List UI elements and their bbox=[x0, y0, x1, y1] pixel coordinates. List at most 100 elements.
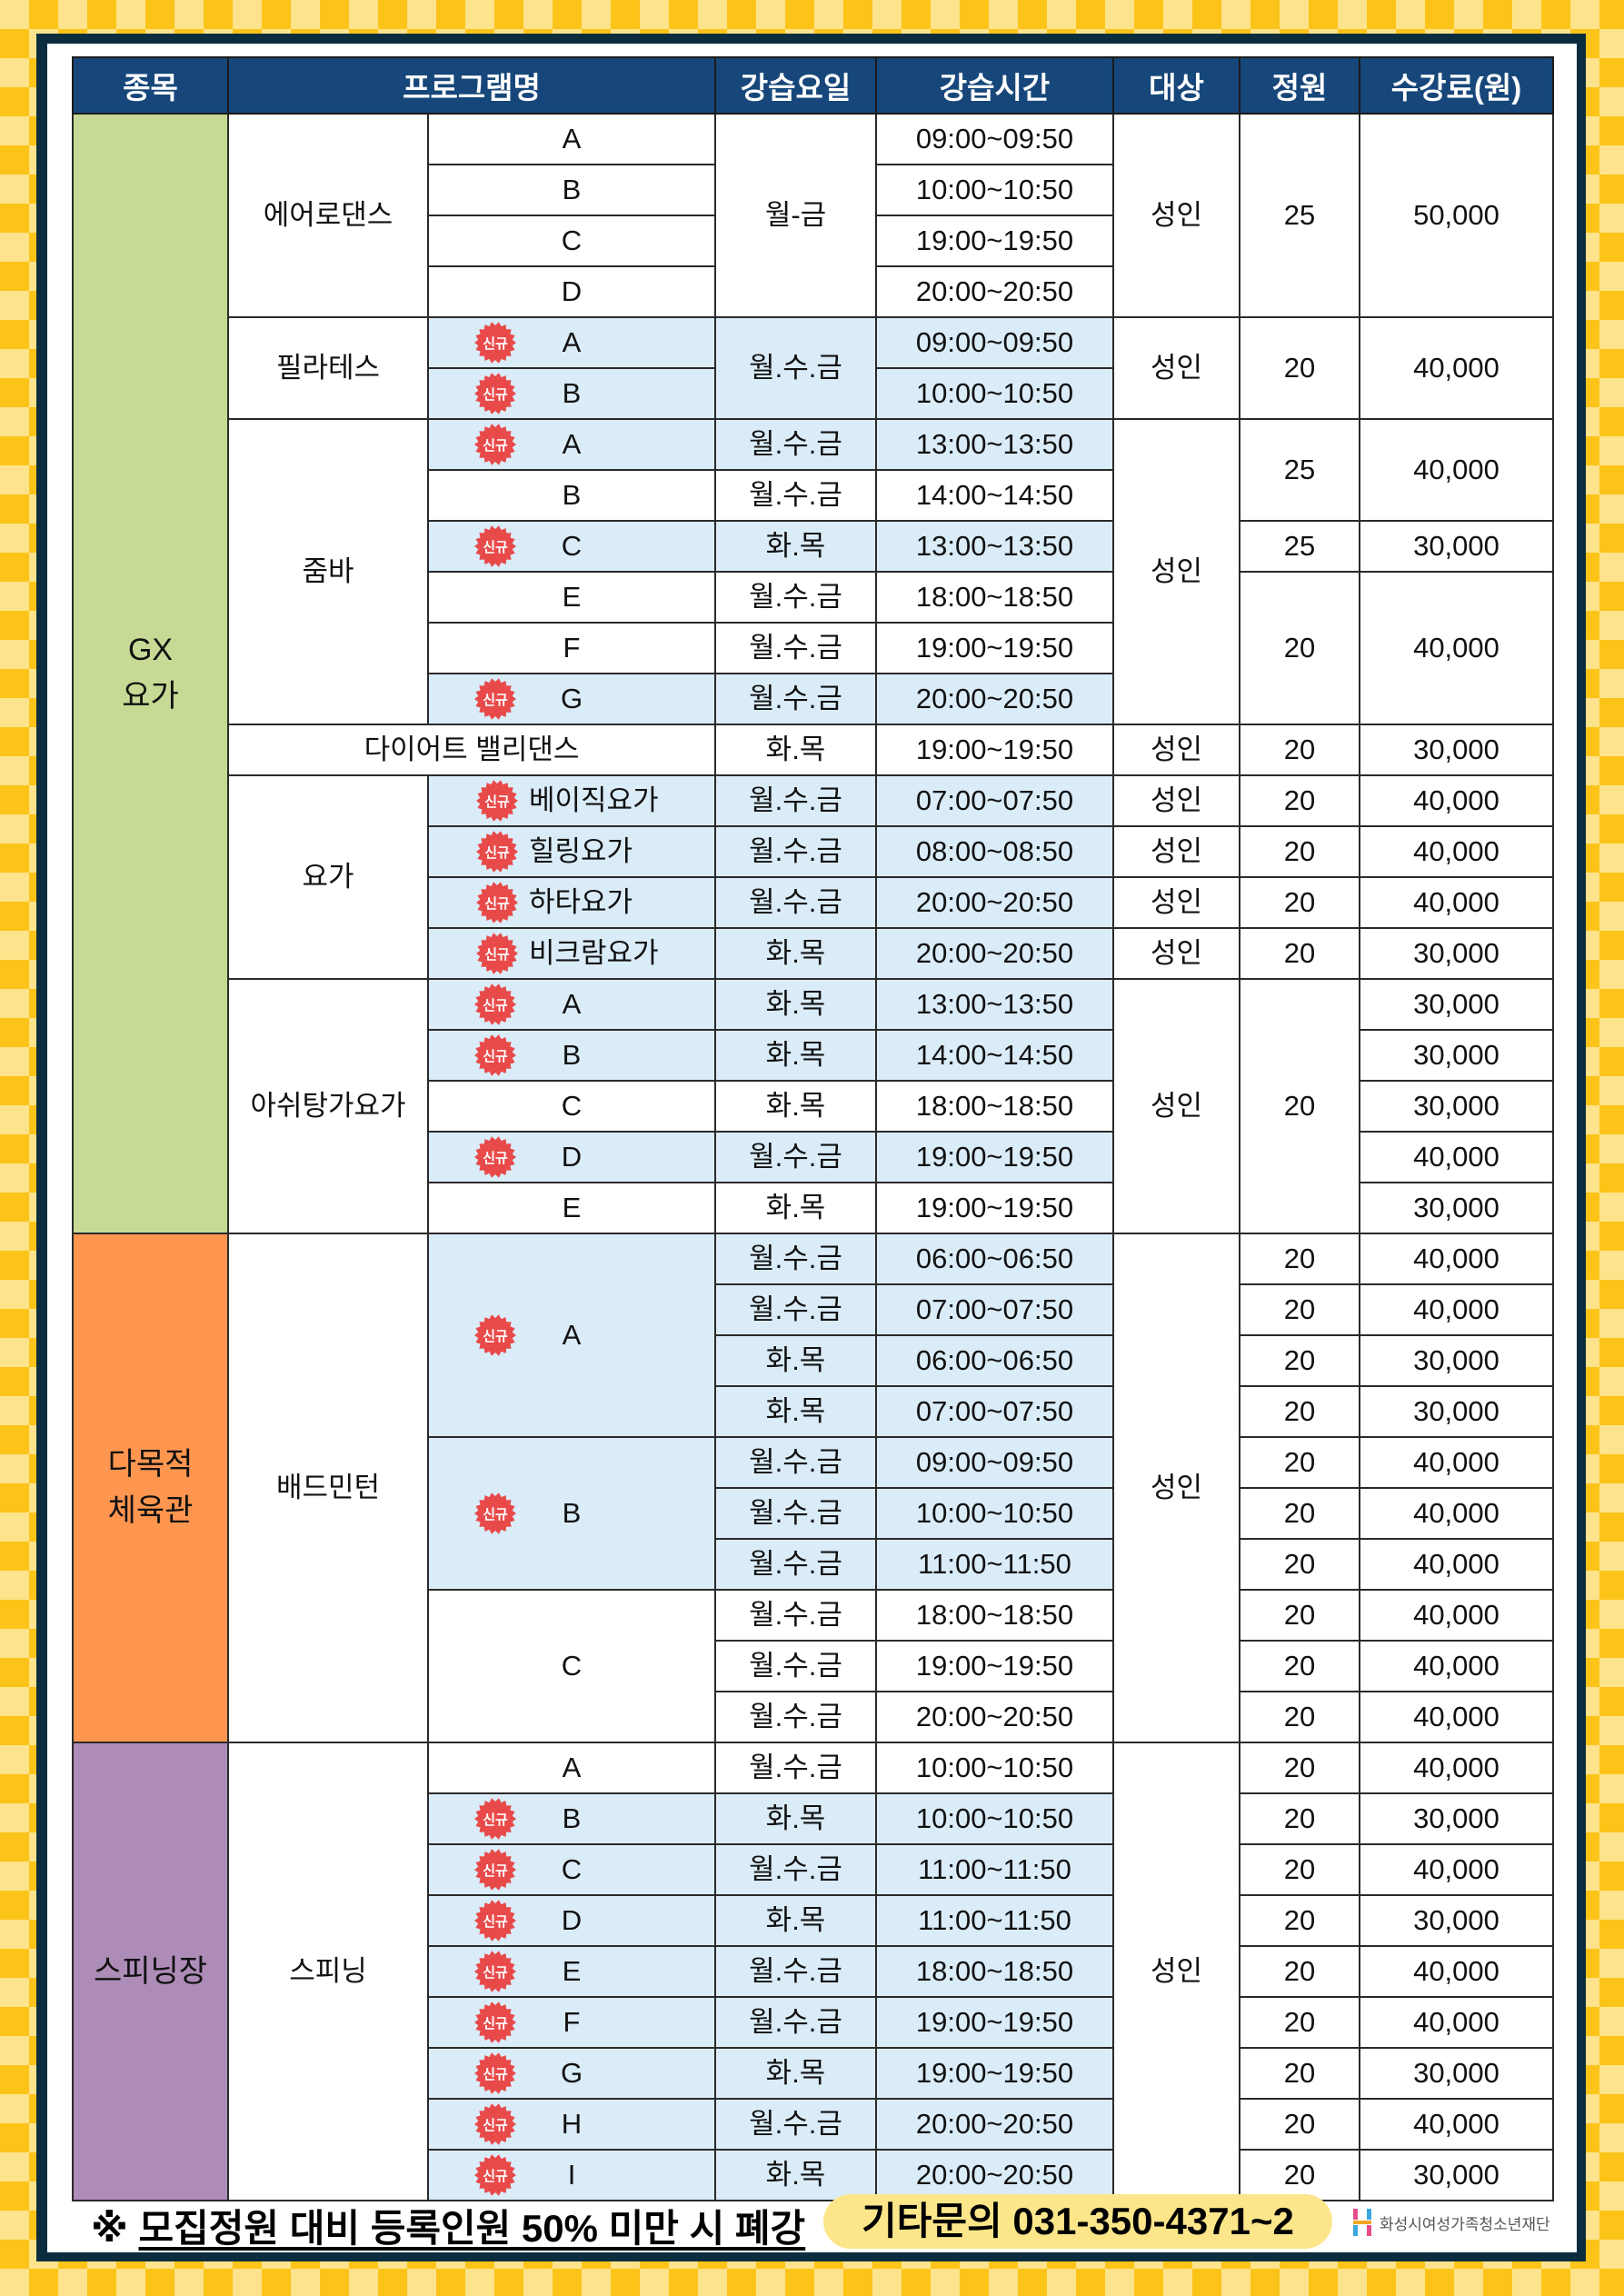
capacity-text: 20 bbox=[1283, 1954, 1316, 1987]
time-text: 18:00~18:50 bbox=[915, 1598, 1074, 1631]
capacity-text: 20 bbox=[1283, 2005, 1316, 2038]
cell-days: 화.목 bbox=[714, 520, 877, 573]
capacity-text: 20 bbox=[1283, 1700, 1316, 1732]
capacity-text: 20 bbox=[1283, 631, 1316, 664]
class-text: 힐링요가 bbox=[529, 834, 633, 867]
time-text: 18:00~18:50 bbox=[915, 1954, 1074, 1987]
table-row: GX 요가 에어로댄스 A 월-금 09:00~09:50 성인 25 50,000 bbox=[72, 113, 1554, 1234]
days-text: 화.목 bbox=[765, 1038, 826, 1071]
capacity-text: 20 bbox=[1283, 1547, 1316, 1580]
capacity-text: 20 bbox=[1283, 733, 1316, 765]
cell-class: 신규 A bbox=[427, 418, 716, 471]
table-row: 월.수.금 11:00~11:50 20 40,000 bbox=[73, 1538, 1554, 1591]
cell-days: 화.목 bbox=[714, 1334, 877, 1387]
table-row: 신규 G 화.목 19:00~19:50 20 30,000 bbox=[73, 2047, 1554, 2100]
cell-fee: 30,000 bbox=[1359, 520, 1554, 573]
header-fee: 수강료(원) bbox=[1359, 56, 1554, 115]
cell-category: GX 요가 bbox=[72, 113, 229, 1234]
cell-class: C bbox=[427, 215, 716, 267]
capacity-text: 20 bbox=[1283, 1649, 1316, 1682]
cell-target: 성인 bbox=[1112, 1233, 1240, 1743]
cell-days: 화.목 bbox=[714, 1182, 877, 1234]
cell-time: 20:00~20:50 bbox=[875, 1691, 1114, 1743]
target-text: 성인 bbox=[1150, 733, 1203, 765]
foundation-name: 화성시여성가족청소년재단 bbox=[1380, 2215, 1550, 2233]
cell-fee: 30,000 bbox=[1359, 1385, 1554, 1438]
fee-text: 40,000 bbox=[1413, 631, 1499, 664]
new-badge-icon: 신규 bbox=[474, 2052, 516, 2094]
table-row: 신규 B 10:00~10:50 bbox=[73, 367, 1553, 420]
cell-program: 다이어트 밸리댄스 bbox=[227, 724, 716, 776]
fee-text: 40,000 bbox=[1413, 453, 1499, 485]
cell-fee: 40,000 bbox=[1359, 876, 1554, 929]
cell-time: 20:00~20:50 bbox=[875, 876, 1114, 929]
cell-class: 신규 D bbox=[427, 1131, 716, 1183]
cell-days: 월.수.금 bbox=[714, 316, 877, 420]
class-text: 하타요가 bbox=[529, 885, 633, 918]
cell-fee: 30,000 bbox=[1359, 1792, 1554, 1845]
cell-days: 화.목 bbox=[714, 724, 877, 776]
days-text: 월.수.금 bbox=[749, 1954, 842, 1987]
capacity-text: 20 bbox=[1283, 1598, 1316, 1631]
new-badge-label: 신규 bbox=[483, 1913, 508, 1930]
table-row: 월.수.금 10:00~10:50 20 40,000 bbox=[73, 1487, 1554, 1540]
cell-class: F bbox=[427, 622, 716, 674]
cell-class: 신규 A bbox=[427, 316, 716, 369]
time-text: 06:00~06:50 bbox=[915, 1242, 1074, 1274]
time-text: 08:00~08:50 bbox=[915, 834, 1074, 867]
class-text: D bbox=[561, 275, 583, 307]
class-text: A bbox=[562, 427, 582, 460]
program-text: 에어로댄스 bbox=[263, 198, 394, 231]
header-row: 종목 프로그램명 강습요일 강습시간 대상 정원 수강료(원) bbox=[72, 56, 1554, 115]
capacity-text: 20 bbox=[1283, 1852, 1316, 1885]
days-text: 화.목 bbox=[765, 1394, 826, 1427]
table-row: 스피닝장 스피닝 A 월.수.금 10:00~10:50 성인 20 40,000 bbox=[72, 1742, 1554, 2201]
class-text: C bbox=[561, 224, 583, 256]
fee-text: 40,000 bbox=[1413, 1954, 1499, 1987]
cell-days: 월.수.금 bbox=[714, 1945, 877, 1998]
cell-days: 월.수.금 bbox=[714, 1589, 877, 1642]
cell-fee: 40,000 bbox=[1359, 1283, 1554, 1336]
cell-class: 신규 A bbox=[427, 978, 716, 1031]
fee-text: 40,000 bbox=[1413, 1445, 1499, 1478]
cell-time: 07:00~07:50 bbox=[875, 1283, 1114, 1336]
time-text: 11:00~11:50 bbox=[918, 1547, 1071, 1580]
capacity-text: 20 bbox=[1283, 834, 1316, 867]
cell-days: 화.목 bbox=[714, 1894, 877, 1947]
fee-text: 40,000 bbox=[1413, 1242, 1499, 1274]
days-text: 월.수.금 bbox=[749, 1445, 842, 1478]
time-text: 19:00~19:50 bbox=[915, 1140, 1074, 1173]
cell-class: A bbox=[427, 113, 716, 165]
days-text: 월.수.금 bbox=[749, 1293, 842, 1325]
cell-fee: 40,000 bbox=[1359, 774, 1554, 827]
fee-text: 30,000 bbox=[1413, 987, 1499, 1020]
cell-days: 월.수.금 bbox=[714, 1996, 877, 2049]
fee-text: 40,000 bbox=[1413, 1293, 1499, 1325]
cell-days: 월.수.금 bbox=[714, 622, 877, 674]
capacity-text: 20 bbox=[1283, 1343, 1316, 1376]
new-badge-icon: 신규 bbox=[474, 1136, 516, 1178]
cell-class: 신규 D bbox=[427, 1894, 716, 1947]
cell-class: 신규 I bbox=[427, 2149, 716, 2201]
new-badge-label: 신규 bbox=[483, 539, 508, 555]
cell-program: 줌바 bbox=[227, 418, 429, 725]
class-text: E bbox=[562, 1191, 582, 1223]
cell-program: 필라테스 bbox=[227, 316, 429, 420]
program-text: 다이어트 밸리댄스 bbox=[364, 733, 580, 765]
cell-fee: 30,000 bbox=[1359, 1894, 1554, 1947]
new-badge-label: 신규 bbox=[483, 335, 508, 352]
cell-days: 월.수.금 bbox=[714, 1538, 877, 1591]
table-row: 화.목 06:00~06:50 20 30,000 bbox=[73, 1334, 1554, 1387]
new-badge-icon: 신규 bbox=[474, 1849, 516, 1891]
reference-mark: ※ bbox=[91, 2207, 128, 2250]
cell-fee: 40,000 bbox=[1359, 2098, 1554, 2151]
new-badge-label: 신규 bbox=[483, 2117, 508, 2133]
cell-fee: 40,000 bbox=[1359, 825, 1554, 878]
table-row: 신규 E 월.수.금 18:00~18:50 20 40,000 bbox=[73, 1945, 1554, 1998]
fee-text: 30,000 bbox=[1413, 529, 1499, 562]
cell-target: 성인 bbox=[1112, 316, 1240, 420]
days-text: 화.목 bbox=[765, 936, 826, 969]
cell-fee: 50,000 bbox=[1359, 113, 1554, 318]
cell-time: 19:00~19:50 bbox=[875, 1640, 1114, 1692]
time-text: 09:00~09:50 bbox=[915, 1445, 1074, 1478]
